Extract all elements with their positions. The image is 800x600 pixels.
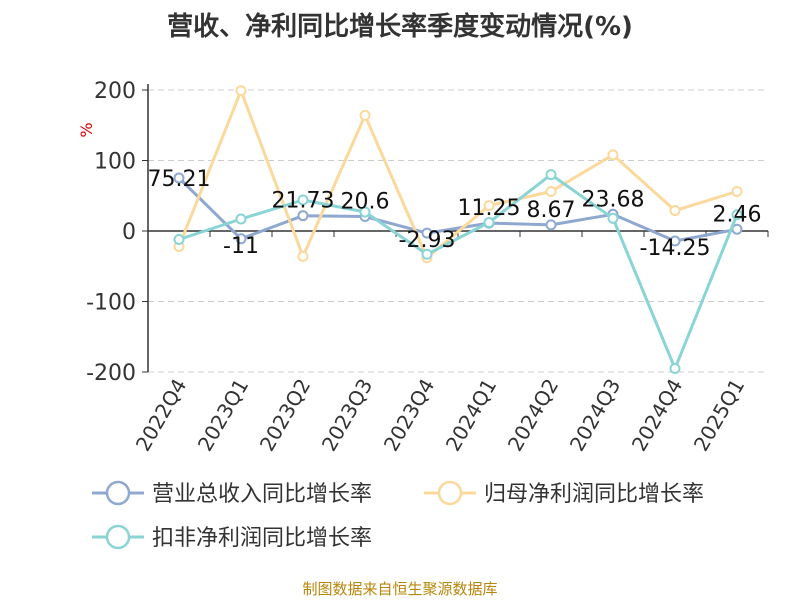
y-tick-label: -100 [86,291,136,316]
x-tick-label: 2023Q1 [193,375,253,456]
data-point [669,362,681,374]
data-point [545,186,557,198]
data-point [297,194,309,206]
legend-marker [437,480,463,506]
data-point [359,206,371,218]
data-point [731,186,743,198]
data-point [421,248,433,260]
legend-label: 扣非净利润同比增长率 [152,526,372,551]
y-tick-label: 0 [122,220,136,245]
legend-label: 营业总收入同比增长率 [152,482,372,507]
y-tick-label: -200 [86,361,136,386]
grid-lines [148,89,768,373]
data-label: 23.68 [582,187,645,212]
data-point [173,233,185,245]
x-tick-label: 2024Q2 [503,375,563,456]
data-label: -11 [223,234,259,259]
data-point [483,217,495,229]
data-point [669,235,681,247]
series-line-1 [177,176,738,243]
data-point [235,85,247,97]
x-tick-label: 2023Q3 [317,375,377,456]
data-label: 75.21 [148,167,211,192]
data-point [173,172,185,184]
data-label: 8.67 [527,198,576,223]
data-label: 2.46 [713,202,762,227]
x-tick-label: 2025Q1 [689,375,749,456]
data-point [235,233,247,245]
data-point [421,227,433,239]
legend-label: 归母净利润同比增长率 [484,482,704,507]
y-tick-label: 200 [94,79,136,104]
x-tick-label: 2024Q3 [565,375,625,456]
data-label: -14.25 [640,236,711,261]
data-label: 20.6 [341,189,390,214]
data-point [607,212,619,224]
data-source-note: 制图数据来自恒生聚源数据库 [302,580,498,598]
data-label: 11.25 [458,196,521,221]
y-tick-label: 100 [94,150,136,175]
data-label: 21.73 [272,189,335,214]
chart-title: 营收、净利同比增长率季度变动情况(%) [167,12,633,42]
x-tick-label: 2023Q2 [255,375,315,456]
data-point [545,219,557,231]
y-axis-label: % [77,122,96,137]
x-tick-label: 2022Q4 [131,375,191,456]
legend-marker [105,480,131,506]
data-point [297,250,309,262]
series-line-3 [178,173,739,370]
series-lines [173,85,743,374]
x-tick-label: 2023Q4 [379,375,439,456]
series-line-2 [177,89,738,260]
legend-marker [105,524,131,550]
data-point [731,209,743,221]
data-label: -2.93 [399,228,456,253]
axes: 200 100 0 -100 -200% 2022Q4 2023Q1 2023Q2 2023Q3… [77,79,769,456]
data-point [607,149,619,161]
data-point [483,200,495,212]
data-point [669,205,681,217]
data-point [297,210,309,222]
data-point [359,109,371,121]
x-tick-label: 2024Q1 [441,375,501,456]
data-point [235,213,247,225]
data-point [545,169,557,181]
x-tick-label: 2024Q4 [627,375,687,456]
